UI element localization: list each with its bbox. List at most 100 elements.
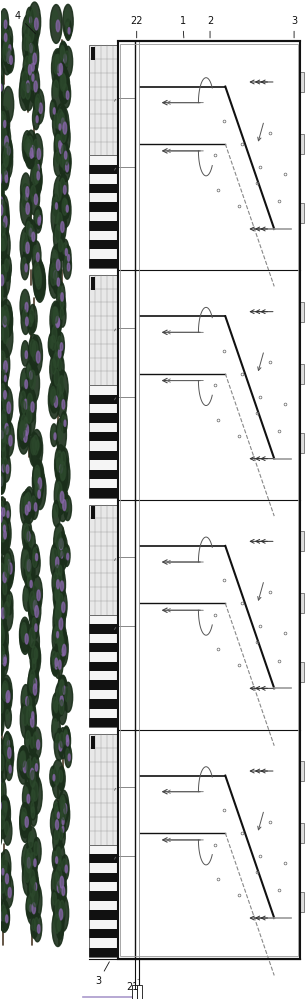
Circle shape [19,386,29,419]
Circle shape [4,391,6,399]
Circle shape [30,849,38,874]
Circle shape [61,552,63,558]
Circle shape [58,423,63,440]
Circle shape [63,84,68,98]
Circle shape [34,89,45,124]
Circle shape [0,703,2,735]
Circle shape [64,245,71,268]
Circle shape [26,361,34,387]
Circle shape [26,388,36,422]
Circle shape [29,591,35,609]
Circle shape [27,888,38,925]
Circle shape [52,250,58,269]
Circle shape [29,866,38,895]
Circle shape [57,370,68,406]
Circle shape [22,131,32,163]
Circle shape [50,807,60,840]
Circle shape [29,334,39,369]
Circle shape [52,194,59,216]
Circle shape [4,361,7,373]
Circle shape [57,387,67,418]
Circle shape [26,139,32,157]
Circle shape [19,409,31,447]
Circle shape [63,252,72,279]
Circle shape [4,602,9,619]
Circle shape [1,675,12,714]
Circle shape [55,225,60,242]
Circle shape [60,149,71,182]
Circle shape [0,178,4,202]
Circle shape [58,546,62,557]
Circle shape [26,18,38,56]
Bar [89,938,119,948]
Circle shape [3,556,14,590]
Circle shape [64,9,70,26]
Circle shape [59,675,67,702]
Circle shape [25,634,28,644]
Circle shape [3,655,6,666]
Circle shape [3,154,10,175]
Circle shape [2,34,12,67]
Circle shape [27,11,31,23]
Circle shape [0,501,1,513]
Circle shape [0,207,5,225]
Circle shape [0,160,4,194]
Circle shape [64,54,66,63]
Circle shape [58,895,69,931]
Circle shape [0,860,5,881]
Circle shape [31,185,36,203]
Circle shape [26,187,29,197]
Circle shape [51,103,54,113]
Circle shape [3,305,13,337]
Circle shape [9,435,12,446]
Circle shape [52,568,61,598]
Circle shape [33,245,38,260]
Circle shape [23,414,29,434]
Circle shape [5,879,10,896]
Circle shape [2,578,10,603]
Circle shape [54,129,65,164]
Circle shape [55,900,61,918]
Bar [89,385,119,395]
Circle shape [37,590,40,601]
Circle shape [29,68,33,80]
Circle shape [59,456,70,493]
Circle shape [5,44,14,73]
Circle shape [27,531,30,541]
Circle shape [57,278,60,286]
Circle shape [21,253,29,280]
Bar [89,854,119,863]
Circle shape [22,310,27,324]
Circle shape [0,278,7,313]
Circle shape [0,879,7,901]
Circle shape [53,310,58,325]
Circle shape [66,162,68,172]
Circle shape [60,821,63,831]
Bar [89,155,119,268]
Bar [89,709,119,718]
Circle shape [3,86,14,123]
Circle shape [0,857,2,870]
Circle shape [54,271,58,285]
Circle shape [0,284,1,309]
Circle shape [3,255,11,281]
Circle shape [65,19,71,40]
Circle shape [24,399,27,409]
Circle shape [52,848,59,870]
Circle shape [3,392,9,412]
Bar [300,823,305,843]
Circle shape [59,112,65,132]
Circle shape [0,111,7,134]
Circle shape [62,80,71,108]
Circle shape [20,65,32,104]
Circle shape [4,732,11,754]
Bar [89,863,119,873]
Circle shape [2,448,6,459]
Bar [137,985,142,999]
Circle shape [25,424,29,436]
Circle shape [0,618,3,637]
Circle shape [0,182,2,194]
Circle shape [25,505,28,515]
Circle shape [60,491,64,503]
Circle shape [60,308,64,319]
